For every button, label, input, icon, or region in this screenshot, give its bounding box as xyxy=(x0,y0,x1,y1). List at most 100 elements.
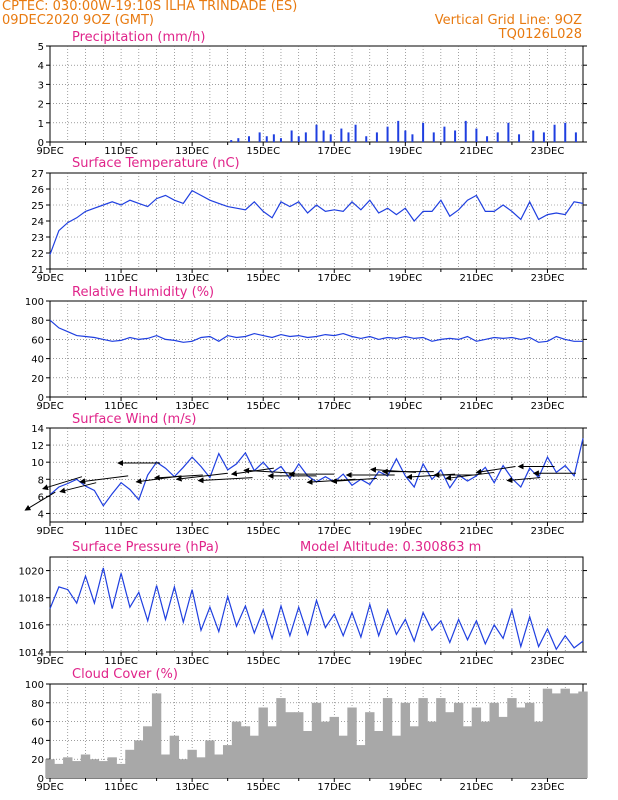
x-tick-label: 15DEC xyxy=(246,273,280,284)
x-tick-label: 9DEC xyxy=(36,782,63,793)
y-tick-label: 25 xyxy=(31,201,44,212)
panel-title: Surface Pressure (hPa) xyxy=(72,540,219,555)
y-tick-label: 1020 xyxy=(19,567,44,578)
cloud-bar xyxy=(418,698,428,778)
precip-bar xyxy=(404,130,407,142)
cloud-bar xyxy=(356,745,366,778)
y-tick-label: 80 xyxy=(31,316,44,327)
y-tick-label: 100 xyxy=(25,297,44,308)
panel-annotation: Model Altitude: 0.300863 m xyxy=(300,540,481,555)
cloud-bar xyxy=(516,707,526,778)
cloud-bar xyxy=(507,698,517,778)
precip-bar xyxy=(265,136,268,142)
cloud-bar xyxy=(471,707,482,778)
y-tick-label: 100 xyxy=(25,680,44,691)
cloud-bar xyxy=(409,726,419,778)
x-tick-label: 15DEC xyxy=(246,656,280,667)
y-tick-label: 20 xyxy=(31,374,44,385)
y-tick-label: 22 xyxy=(31,249,44,260)
header-location: CPTEC: 030:00W-19:10S ILHA TRINDADE (ES) xyxy=(2,0,298,14)
y-tick-label: 10 xyxy=(31,458,44,469)
cloud-bar xyxy=(329,716,339,778)
cloud-bar xyxy=(98,761,108,778)
cloud-bar xyxy=(294,712,304,778)
x-tick-label: 9DEC xyxy=(36,401,63,412)
cloud-bar xyxy=(480,721,490,778)
x-tick-label: 11DEC xyxy=(104,273,138,284)
cloud-bar xyxy=(445,712,455,778)
cloud-bar xyxy=(222,745,233,778)
wind-vector xyxy=(506,477,541,484)
y-tick-label: 60 xyxy=(31,335,44,346)
x-tick-label: 13DEC xyxy=(175,146,209,157)
precip-bar xyxy=(443,126,446,142)
x-tick-label: 9DEC xyxy=(36,526,63,537)
x-tick-label: 13DEC xyxy=(175,273,209,284)
y-tick-label: 23 xyxy=(31,233,44,244)
x-tick-label: 13DEC xyxy=(175,526,209,537)
x-tick-label: 21DEC xyxy=(460,782,494,793)
x-tick-label: 23DEC xyxy=(531,656,565,667)
cloud-bar xyxy=(63,757,73,778)
x-tick-label: 15DEC xyxy=(246,782,280,793)
rh-series-line xyxy=(49,319,583,343)
cloud-bar xyxy=(240,726,251,778)
x-tick-label: 19DEC xyxy=(388,401,422,412)
header-model-code: TQ0126L028 xyxy=(498,27,582,42)
x-tick-label: 21DEC xyxy=(460,273,494,284)
cloud-bar xyxy=(560,688,570,778)
x-tick-label: 21DEC xyxy=(460,656,494,667)
cloud-bar xyxy=(498,716,508,778)
precip-bar xyxy=(322,130,325,142)
cloud-bar xyxy=(533,721,544,778)
panel-rh: 0 20 40 60 80 100 9DEC 11DEC 13DEC 15DEC 17DEC 19DE… xyxy=(25,285,587,412)
y-tick-label: 0 xyxy=(38,393,44,404)
cloud-bar xyxy=(276,698,286,778)
y-tick-label: 60 xyxy=(31,718,44,729)
wind-vector xyxy=(197,477,253,484)
y-tick-label: 1016 xyxy=(19,621,44,632)
precip-bar xyxy=(315,124,318,142)
plot-frame xyxy=(49,427,584,523)
cloud-bar xyxy=(125,749,135,778)
cloud-bar xyxy=(231,721,242,778)
precip-bar xyxy=(272,134,275,142)
x-tick-label: 21DEC xyxy=(460,146,494,157)
precip-bar xyxy=(230,140,233,142)
y-tick-label: 24 xyxy=(31,217,44,228)
precip-bar xyxy=(532,130,535,142)
cloud-bar xyxy=(249,735,260,778)
x-tick-label: 11DEC xyxy=(104,782,138,793)
y-tick-label: 14 xyxy=(31,424,44,435)
precip-bar xyxy=(553,124,556,142)
precip-bar xyxy=(518,134,521,142)
precip-bar xyxy=(329,134,332,142)
cloud-bar xyxy=(569,693,579,778)
precip-bar xyxy=(386,126,389,142)
precip-bar xyxy=(564,122,567,142)
precip-bar xyxy=(340,128,343,142)
panel-title: Relative Humidity (%) xyxy=(72,285,214,300)
precip-bar xyxy=(365,136,368,142)
wind-vector xyxy=(330,477,377,485)
cloud-bar xyxy=(54,763,64,778)
precip-bar xyxy=(258,132,261,142)
x-tick-label: 19DEC xyxy=(388,273,422,284)
precip-bar xyxy=(422,122,425,142)
panel-pressure: 1014 1016 1018 1020 9DEC 11DEC 13DEC 15DEC 17DEC… xyxy=(19,540,587,667)
cloud-bar xyxy=(258,707,268,778)
precip-bar xyxy=(247,136,250,142)
x-tick-label: 23DEC xyxy=(531,401,565,412)
panel-precip: 0 1 2 3 4 5 9DEC 11DEC 13DEC 15DEC 17DEC 19DEC 21DEC… xyxy=(36,30,587,157)
panel-temp: 21 22 23 24 25 26 27 9DEC 11DEC 13DEC 15DEC 17DEC 19… xyxy=(31,156,587,284)
x-tick-label: 19DEC xyxy=(388,526,422,537)
x-tick-label: 13DEC xyxy=(175,782,209,793)
cloud-bar xyxy=(169,735,180,778)
precip-bar xyxy=(507,122,510,142)
y-tick-label: 27 xyxy=(31,169,44,180)
y-tick-label: 1014 xyxy=(19,648,44,659)
cloud-bar xyxy=(89,759,100,778)
y-tick-label: 0 xyxy=(38,774,44,785)
panel-wind: 4 6 8 10 12 14 9DEC 11DEC 13DEC 15DEC 17DEC 19DEC 21… xyxy=(24,412,587,537)
y-tick-label: 12 xyxy=(31,441,44,452)
